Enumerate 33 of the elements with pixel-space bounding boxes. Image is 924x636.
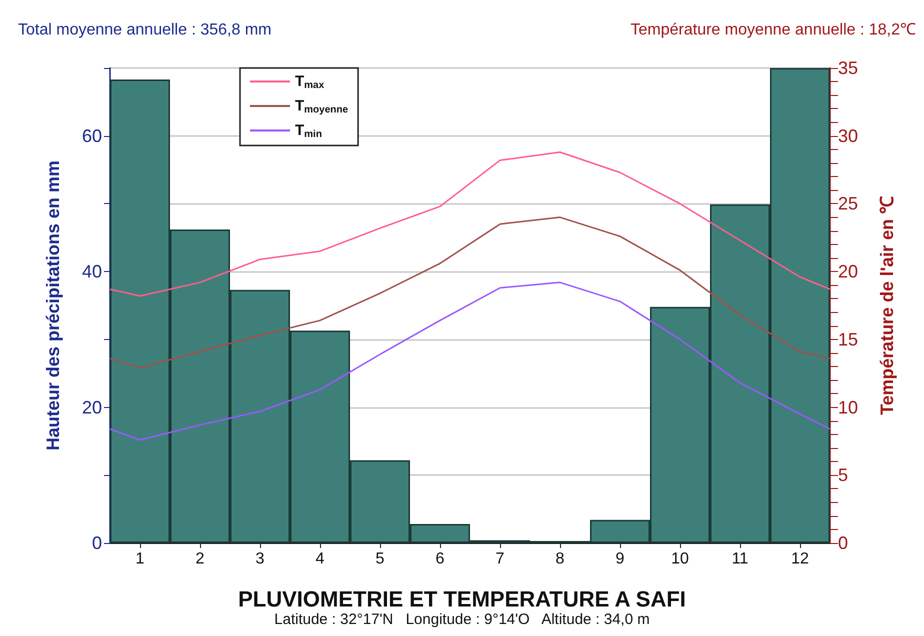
x-tick-label: 2 [196, 550, 205, 568]
text: Latitude : 32°17'N Longitude : 9°14'O Altitude : 34,0 m [274, 611, 650, 628]
y-tick-label: 40 [82, 262, 102, 282]
y2-tick-label: 20 [838, 262, 858, 282]
y-axis-title: Hauteur des précipitations en mm [43, 160, 63, 451]
x-tick-label: 11 [732, 550, 748, 568]
y2-tick-label: 15 [838, 329, 858, 350]
x-tick-label: 3 [256, 550, 265, 568]
y2-tick-label: 5 [838, 465, 848, 486]
line-series [109, 151, 831, 297]
x-tick-label: 10 [671, 550, 689, 568]
line-series [109, 282, 831, 441]
x-tick-label: 9 [616, 550, 625, 568]
y2-axis-title: Température de l'air en ℃ [877, 196, 897, 416]
y2-tick-label: 10 [838, 397, 858, 418]
line-series [109, 216, 831, 369]
y-tick-label: 0 [92, 533, 102, 553]
x-tick-label: 6 [436, 550, 445, 568]
x-tick-label: 4 [316, 550, 325, 568]
x-tick-label: 8 [556, 550, 565, 568]
y2-tick-label: 35 [838, 58, 858, 78]
x-tick-label: 7 [496, 550, 505, 568]
text: PLUVIOMETRIE ET TEMPERATURE A SAFI [238, 586, 686, 612]
text: Température moyenne annuelle : 18,2℃ [630, 22, 916, 38]
y2-tick-label: 30 [838, 126, 858, 146]
y2-tick-label: 25 [838, 194, 858, 214]
x-tick-label: 12 [791, 550, 809, 568]
text: Total moyenne annuelle : 356,8 mm [18, 22, 272, 38]
x-tick-label: 1 [136, 550, 145, 568]
y-tick-label: 20 [82, 397, 102, 418]
x-tick-label: 5 [376, 550, 385, 568]
y2-tick-label: 0 [838, 533, 848, 553]
y-tick-label: 60 [82, 126, 102, 146]
